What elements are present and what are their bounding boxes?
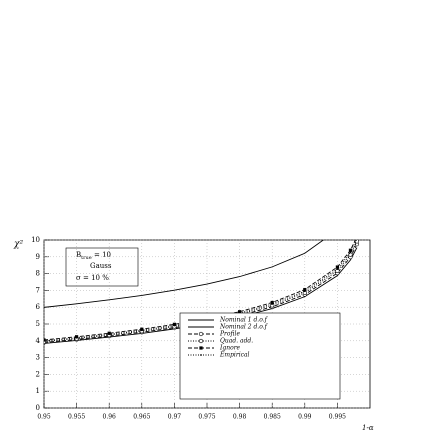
legend-label: Profile bbox=[219, 331, 240, 338]
marker bbox=[140, 329, 143, 332]
info-rest: = 10 bbox=[92, 251, 111, 259]
legend-marker bbox=[198, 331, 204, 337]
x-tick-label: 0.96 bbox=[103, 414, 117, 421]
y-tick-label: 6 bbox=[36, 303, 41, 311]
legend-marker bbox=[200, 354, 202, 356]
x-tick-label: 0.95 bbox=[37, 414, 51, 421]
info-base: B bbox=[76, 251, 81, 259]
marker bbox=[238, 310, 242, 314]
info-line: Btrue = 10 bbox=[76, 251, 111, 261]
marker bbox=[355, 235, 358, 238]
marker bbox=[349, 251, 352, 254]
marker bbox=[303, 290, 306, 293]
y-tick-label: 5 bbox=[36, 320, 40, 328]
x-tick-label: 0.975 bbox=[198, 414, 215, 421]
info-frame bbox=[65, 247, 139, 287]
marker bbox=[140, 327, 144, 331]
legend-label: Empirical bbox=[219, 352, 250, 359]
legend-label: Ignore bbox=[219, 345, 241, 352]
x-tick-label: 0.98 bbox=[233, 414, 247, 421]
x-tick-label: 0.965 bbox=[133, 414, 150, 421]
y-tick-label: 3 bbox=[36, 354, 40, 362]
info-line: σ = 10 % bbox=[76, 274, 109, 282]
y-axis-label: χ² bbox=[13, 240, 23, 250]
marker bbox=[107, 331, 111, 335]
marker bbox=[108, 333, 111, 336]
x-tick-label: 0.97 bbox=[168, 414, 182, 421]
marker bbox=[44, 339, 45, 342]
y-tick-label: 4 bbox=[36, 337, 41, 345]
series-line bbox=[44, 240, 357, 342]
y-tick-label: 2 bbox=[36, 370, 40, 378]
y-tick-label: 1 bbox=[36, 387, 40, 395]
marker bbox=[75, 336, 78, 339]
info-box: Btrue = 10 Gauss σ = 10 % bbox=[65, 247, 139, 287]
marker bbox=[303, 287, 307, 292]
marker bbox=[348, 248, 353, 252]
marker bbox=[336, 268, 339, 270]
legend-label: Nominal 2 d.o.f bbox=[219, 324, 269, 331]
y-tick-label: 10 bbox=[31, 236, 40, 244]
y-tick-label: 9 bbox=[36, 253, 40, 261]
info-line: Gauss bbox=[90, 262, 112, 270]
marker bbox=[44, 338, 46, 342]
legend-marker bbox=[198, 338, 204, 344]
x-tick-label: 0.995 bbox=[329, 414, 346, 421]
legend-marker bbox=[199, 346, 203, 350]
legend-label: Nominal 1 d.o.f bbox=[219, 317, 269, 324]
marker bbox=[75, 335, 79, 339]
marker bbox=[271, 303, 274, 305]
legend-label: Quad. add. bbox=[220, 338, 253, 345]
marker bbox=[335, 265, 339, 269]
x-axis-label: 1-α bbox=[362, 424, 374, 432]
info-sub: true bbox=[81, 255, 92, 261]
marker bbox=[173, 324, 176, 327]
marker bbox=[270, 300, 274, 305]
x-tick-label: 0.99 bbox=[298, 414, 312, 421]
y-tick-label: 0 bbox=[36, 404, 40, 412]
series-line bbox=[44, 240, 325, 308]
y-tick-label: 7 bbox=[36, 286, 40, 294]
x-tick-label: 0.955 bbox=[68, 414, 85, 421]
x-tick-label: 0.985 bbox=[264, 414, 281, 421]
marker bbox=[172, 322, 176, 326]
y-tick-label: 8 bbox=[36, 270, 40, 278]
